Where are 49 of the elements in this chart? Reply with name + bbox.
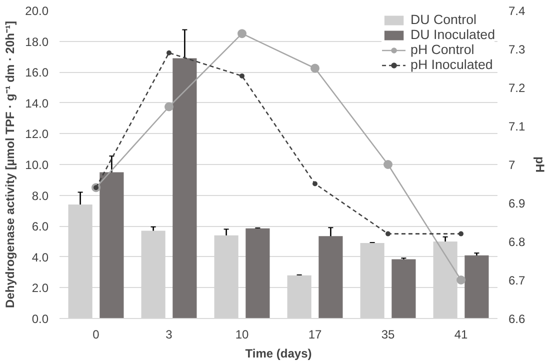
x-tick-label: 0 bbox=[92, 328, 100, 342]
bar bbox=[246, 228, 270, 318]
x-tick-label: 41 bbox=[454, 328, 468, 342]
y2-tick-label: 7.2 bbox=[508, 81, 526, 95]
x-tick-label: 17 bbox=[308, 328, 322, 342]
y-tick-label: 0.0 bbox=[32, 312, 49, 326]
x-tick-label: 3 bbox=[166, 328, 173, 342]
x-tick-label: 35 bbox=[381, 328, 395, 342]
x-axis-title: Time (days) bbox=[245, 346, 312, 360]
bar bbox=[464, 255, 489, 318]
y-tick-label: 10.0 bbox=[25, 158, 49, 172]
legend-label: pH Inoculated bbox=[410, 57, 493, 72]
y2-tick-label: 6.6 bbox=[508, 312, 526, 326]
y-tick-label: 16.0 bbox=[25, 66, 49, 80]
point bbox=[166, 50, 172, 56]
y2-tick-label: 7 bbox=[508, 158, 516, 172]
bar bbox=[100, 172, 124, 318]
bar bbox=[172, 58, 197, 318]
legend-label: pH Control bbox=[410, 42, 474, 57]
bar bbox=[392, 259, 416, 318]
point bbox=[384, 160, 392, 169]
y-tick-label: 6.0 bbox=[32, 220, 49, 234]
legend-label: DU Inoculated bbox=[410, 27, 495, 42]
y-tick-label: 12.0 bbox=[25, 127, 49, 142]
y2-tick-label: 7.4 bbox=[508, 4, 526, 18]
y2-tick-label: 7.3 bbox=[508, 42, 526, 56]
bar bbox=[318, 236, 343, 318]
y-axis-title: Dehydrogenase activity [µmol TPF · g⁻¹ dm · 20h⁻¹] bbox=[3, 21, 18, 308]
legend-label: DU Control bbox=[410, 12, 476, 27]
y2-tick-label: 6.9 bbox=[508, 196, 526, 210]
point bbox=[238, 29, 246, 38]
y2-tick-label: 6.7 bbox=[508, 274, 526, 288]
y-tick-label: 20.0 bbox=[25, 4, 49, 18]
point bbox=[458, 231, 464, 236]
y-tick-label: 8.0 bbox=[32, 188, 49, 203]
point bbox=[164, 102, 174, 112]
point bbox=[240, 73, 244, 78]
y2-tick-label: 7.1 bbox=[508, 120, 526, 134]
point bbox=[456, 276, 466, 284]
y-tick-label: 2.0 bbox=[32, 281, 49, 296]
y2-axis-title: pH bbox=[533, 156, 548, 172]
x-tick-label: 10 bbox=[235, 328, 249, 342]
y-tick-label: 18.0 bbox=[25, 34, 49, 49]
point bbox=[386, 231, 390, 236]
y-tick-label: 4.0 bbox=[32, 250, 49, 264]
point bbox=[310, 64, 320, 73]
y-tick-label: 14.0 bbox=[25, 96, 49, 110]
point bbox=[312, 181, 318, 186]
y2-tick-label: 6.8 bbox=[508, 235, 526, 249]
